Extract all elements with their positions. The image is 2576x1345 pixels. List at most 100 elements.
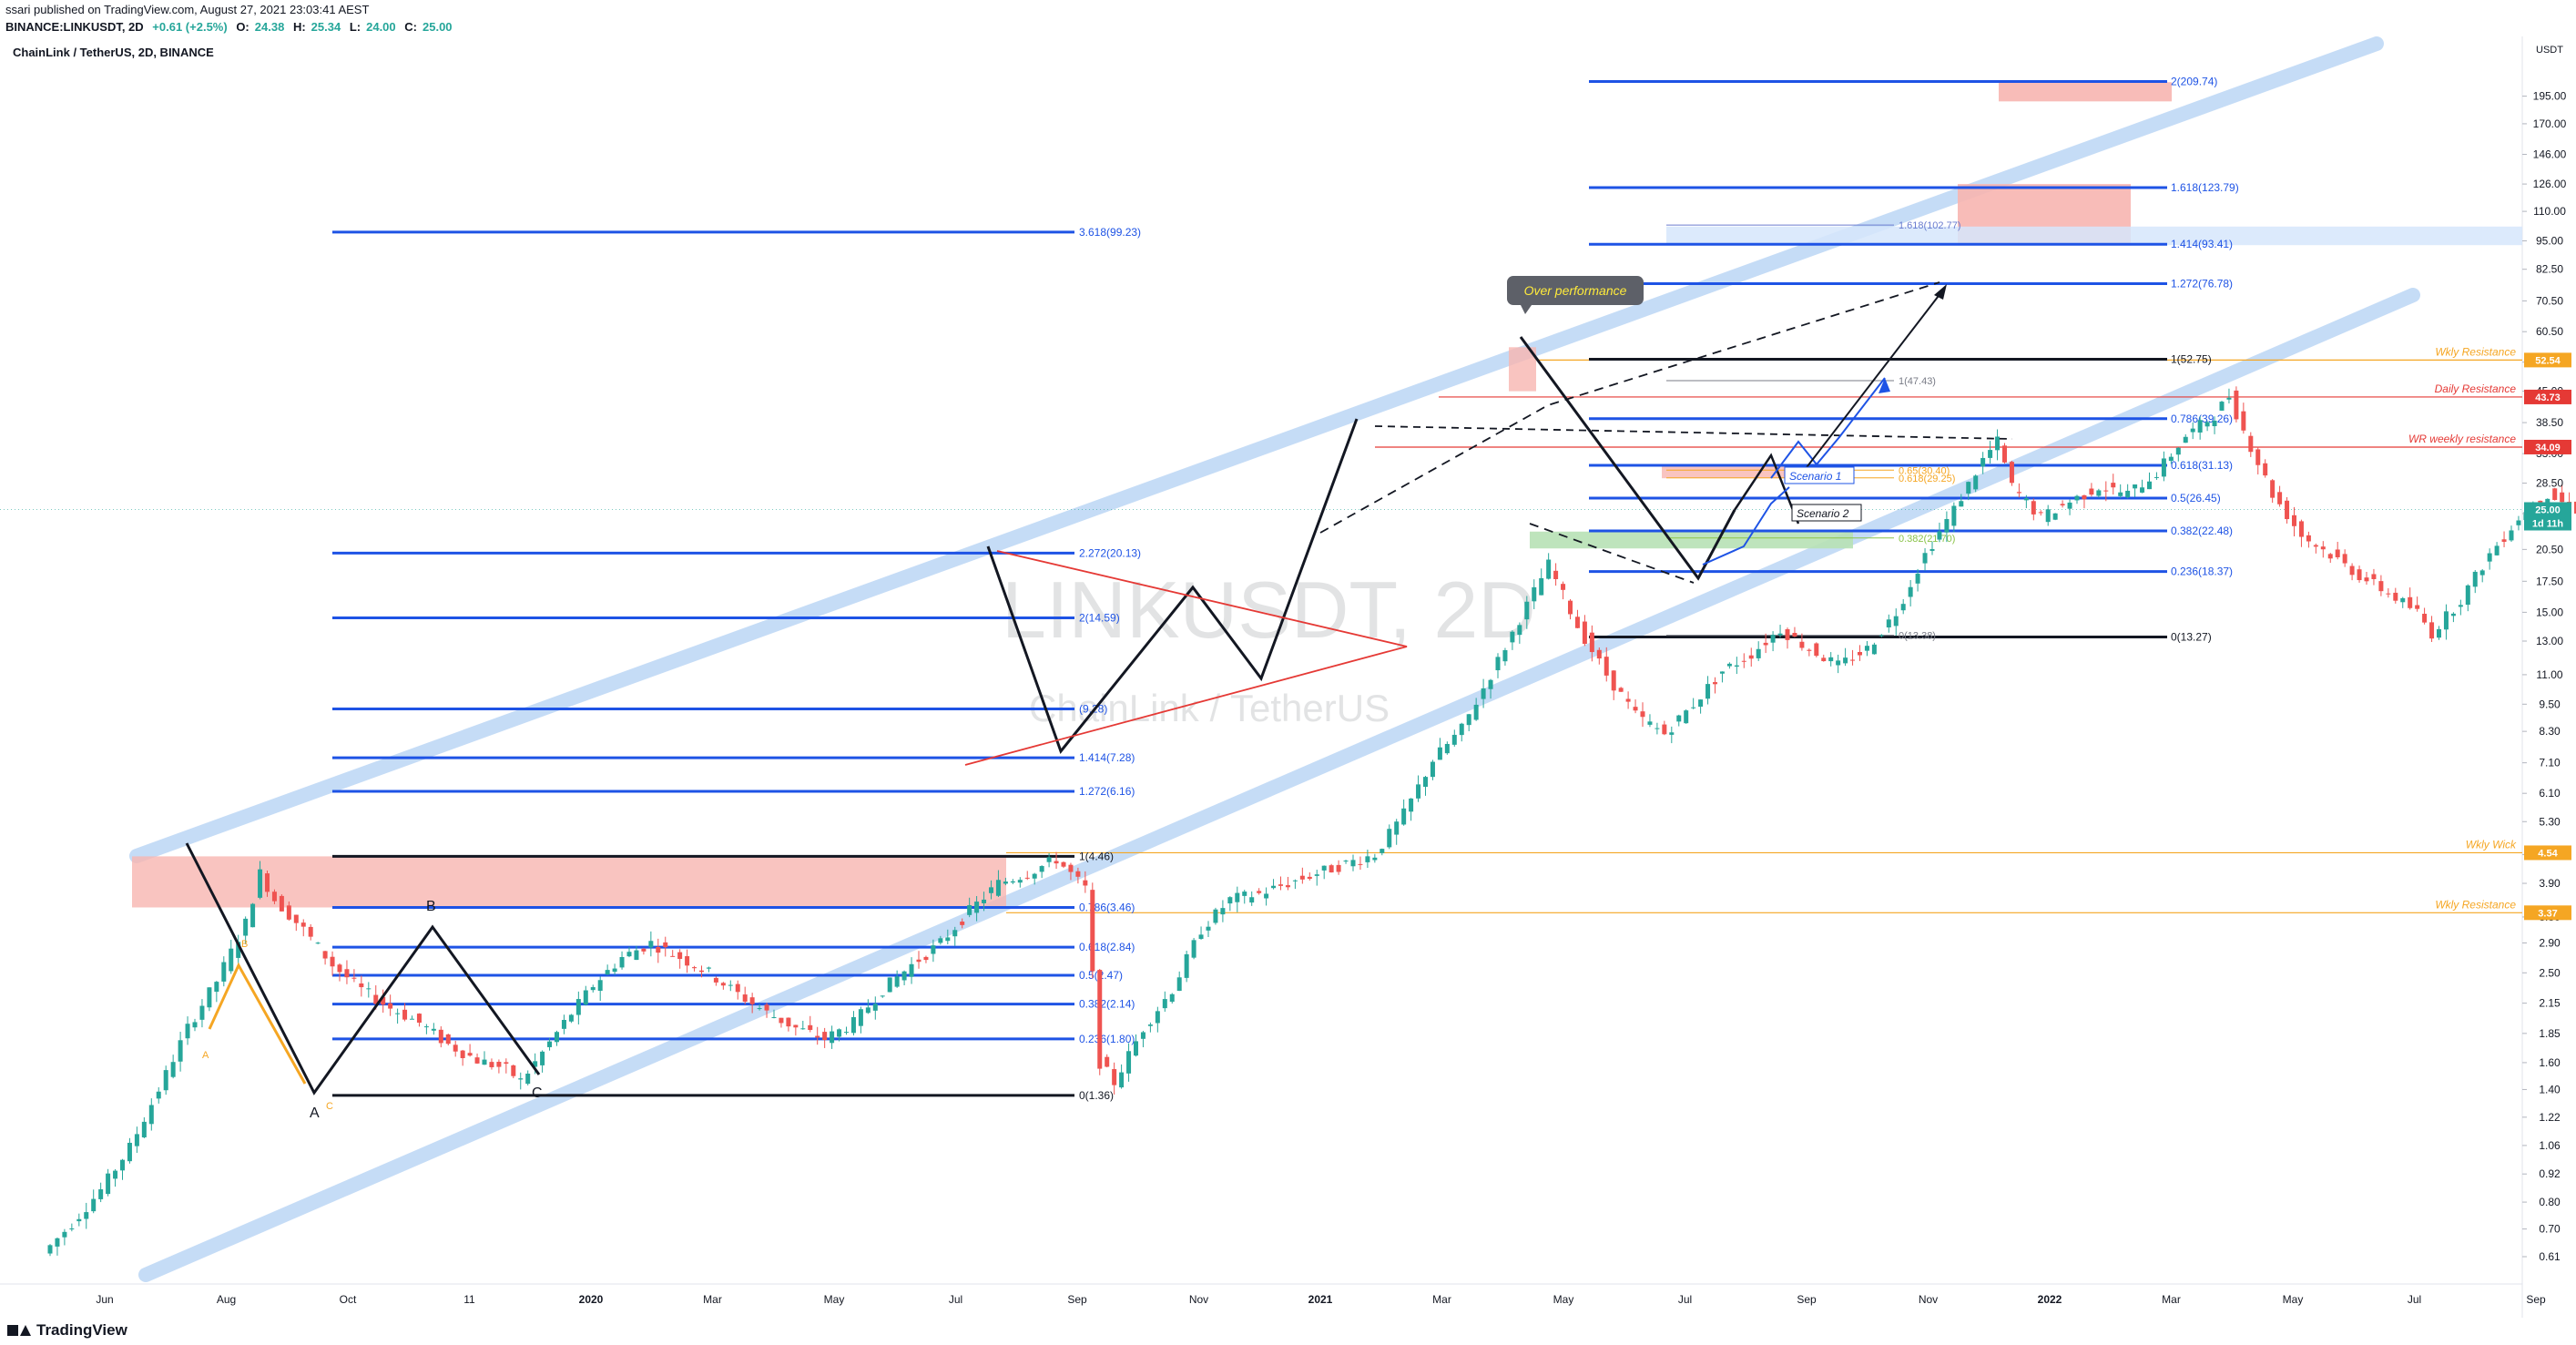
candle-body — [366, 988, 372, 990]
candle-body — [192, 1022, 198, 1028]
candle-body — [2219, 402, 2225, 411]
candle-body — [952, 930, 958, 937]
candle-body — [1220, 908, 1226, 915]
time-tick-label: 2020 — [579, 1293, 604, 1306]
candle-body — [453, 1044, 458, 1052]
time-tick-label: May — [1553, 1293, 1574, 1306]
candle-body — [2060, 504, 2065, 506]
candle-body — [2045, 509, 2051, 523]
chart-title: ChainLink / TetherUS, 2D, BINANCE — [13, 46, 214, 59]
candle-body — [2501, 539, 2507, 542]
candle-body — [967, 905, 972, 915]
candle-body — [1126, 1051, 1132, 1074]
candle-body — [55, 1238, 60, 1247]
candle-body — [525, 1073, 531, 1085]
candle-body — [612, 968, 617, 973]
candle-body — [1517, 625, 1522, 636]
candle-body — [265, 873, 270, 892]
time-axis[interactable]: Jun Aug Oct 11 2020 Mar May Jul Sep Nov 2021 Mar May… — [96, 1293, 2546, 1306]
symbol-label[interactable]: BINANCE:LINKUSDT, 2D — [5, 20, 144, 34]
candle-body — [199, 1005, 205, 1020]
wave-label-c: C — [532, 1085, 543, 1101]
candle-body — [982, 899, 987, 903]
price-tick-label: 13.00 — [2536, 635, 2563, 647]
candle-body — [2270, 480, 2276, 498]
candle-body — [1336, 864, 1341, 872]
candle-body — [2248, 435, 2254, 453]
candle-body — [1459, 723, 1464, 736]
time-tick-label: Nov — [1189, 1293, 1208, 1306]
candle-body — [2443, 611, 2449, 630]
candle-body — [575, 999, 581, 1015]
candle-body — [808, 1024, 813, 1030]
fib-2019-label: 2(14.59) — [1079, 611, 1120, 624]
fib-2019-label: 0.236(1.80) — [1079, 1033, 1135, 1045]
price-badge — [2524, 845, 2571, 861]
candle-body — [1864, 646, 1869, 651]
candle-body — [1611, 670, 1616, 691]
price-tick-label: 0.61 — [2539, 1250, 2561, 1263]
candle-body — [381, 996, 386, 1005]
candle-body — [62, 1231, 67, 1238]
candle-body — [1625, 698, 1631, 702]
candle-body — [1662, 724, 1667, 735]
price-tick-label: 38.50 — [2536, 416, 2563, 429]
price-tick-label: 195.00 — [2533, 90, 2567, 103]
candle-body — [134, 1134, 139, 1146]
candle-body — [1734, 665, 1739, 667]
candle-body — [344, 969, 350, 978]
candle-body — [916, 959, 921, 963]
candle-body — [1568, 600, 1573, 615]
time-tick-label: 11 — [463, 1293, 475, 1306]
time-tick-label: Mar — [2162, 1293, 2181, 1306]
tradingview-logo[interactable]: TradingView — [7, 1321, 127, 1340]
candle-body — [1010, 881, 1015, 883]
candle-body — [2378, 581, 2384, 592]
candle-body — [1879, 635, 1884, 637]
candle-body — [279, 895, 284, 912]
candle-body — [148, 1105, 154, 1125]
price-badge — [2524, 515, 2571, 531]
candle-body — [2038, 512, 2043, 514]
candle-body — [1893, 616, 1899, 627]
candle-body — [1090, 890, 1095, 972]
zone-red-top-may — [1509, 347, 1536, 392]
candle-body — [626, 952, 632, 957]
candle-body — [1075, 871, 1081, 877]
candle-body — [214, 982, 219, 993]
candle-body — [909, 963, 914, 977]
ohlc-line: BINANCE:LINKUSDT, 2D +0.61 (+2.5%) O: 24.… — [5, 20, 458, 34]
candle-body — [547, 1041, 553, 1047]
candle-body — [1980, 457, 1986, 467]
candle-body — [865, 1007, 871, 1014]
time-tick-label: 2022 — [2038, 1293, 2062, 1306]
candle-body — [1083, 880, 1088, 886]
candle-body — [98, 1189, 104, 1199]
candle-body — [540, 1051, 545, 1065]
time-tick-label: Jul — [1678, 1293, 1692, 1306]
candle-body — [533, 1061, 538, 1067]
candle-body — [2111, 483, 2116, 488]
fib-2019-label: 0.382(2.14) — [1079, 998, 1135, 1011]
candle-body — [2313, 545, 2318, 547]
candle-body — [1032, 873, 1037, 879]
time-tick-label: Oct — [340, 1293, 357, 1306]
candle-body — [2074, 495, 2080, 501]
candle-body — [1850, 659, 1856, 661]
candle-body — [1401, 808, 1407, 825]
candle-body — [293, 914, 299, 923]
price-tick-label: 6.10 — [2539, 787, 2561, 800]
candle-body — [1770, 635, 1776, 643]
candle-body — [2133, 484, 2138, 489]
candle-body — [351, 977, 357, 979]
time-tick-label: Nov — [1919, 1293, 1938, 1306]
scenario-1-box — [1784, 466, 1855, 484]
price-badges: 52.54 43.73 34.09 25.00 1d 11h 4.54 3.37 — [2524, 352, 2571, 921]
watermark: LINKUSDT, 2D ChainLink / TetherUS — [1002, 565, 1536, 729]
candle-body — [1046, 857, 1052, 862]
candle-body — [2277, 492, 2283, 504]
candle-body — [779, 1017, 784, 1024]
candle-body — [1871, 644, 1877, 655]
candle-body — [496, 1061, 502, 1067]
price-chart[interactable]: ChainLink / TetherUS, 2D, BINANCE LINKUS… — [0, 36, 2576, 1318]
